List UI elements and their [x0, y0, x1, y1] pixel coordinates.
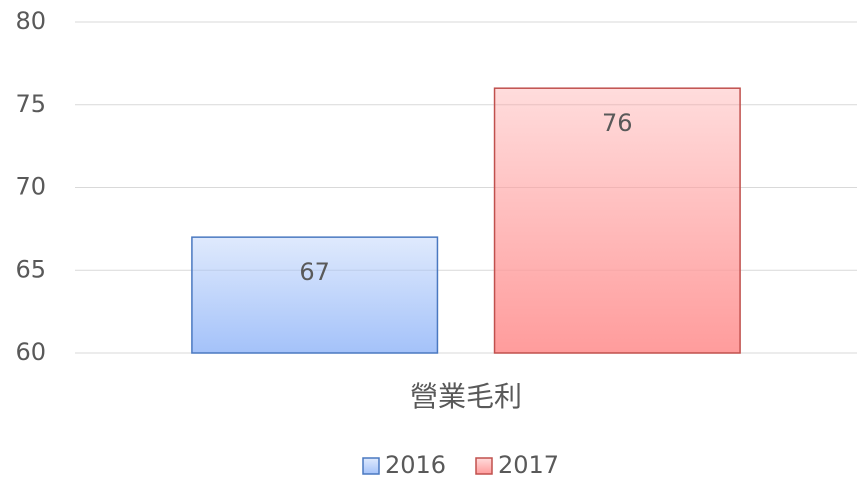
value-label: 76 — [602, 109, 633, 137]
y-tick-label: 70 — [15, 173, 46, 201]
legend-label: 2017 — [498, 451, 559, 478]
y-tick-label: 80 — [15, 7, 46, 35]
bar — [493, 87, 741, 354]
x-tick-label: 營業毛利 — [410, 380, 522, 413]
legend-label: 2016 — [385, 451, 446, 478]
legend-swatch — [362, 457, 380, 475]
y-tick-label: 65 — [15, 255, 46, 283]
y-tick-label: 60 — [15, 338, 46, 366]
y-tick-label: 75 — [15, 90, 46, 118]
legend-swatch — [475, 457, 493, 475]
bar — [191, 236, 439, 354]
value-label: 67 — [299, 258, 330, 286]
